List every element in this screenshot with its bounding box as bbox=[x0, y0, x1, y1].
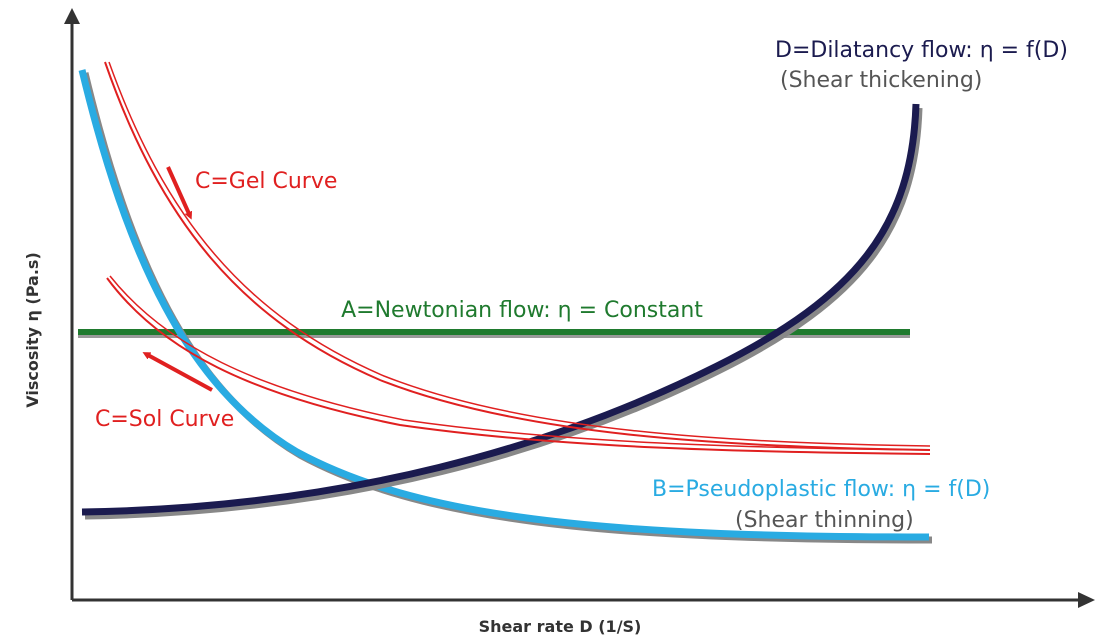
gel-arrow bbox=[166, 166, 193, 220]
sol-curve-inner bbox=[109, 275, 931, 451]
gel-curve-inner bbox=[108, 61, 931, 447]
x-axis-label: Shear rate D (1/S) bbox=[479, 617, 642, 636]
newtonian-label: A=Newtonian flow: η = Constant bbox=[341, 298, 703, 323]
sol-curve bbox=[106, 277, 931, 455]
pseudoplastic-curve bbox=[78, 69, 930, 541]
sol-label: C=Sol Curve bbox=[95, 407, 234, 432]
pseudoplastic-label: B=Pseudoplastic flow: η = f(D) bbox=[652, 477, 990, 502]
gel-label: C=Gel Curve bbox=[195, 169, 337, 194]
pseudoplastic-note: (Shear thinning) bbox=[735, 508, 914, 533]
dilatancy-note: (Shear thickening) bbox=[780, 68, 982, 93]
y-axis-arrow bbox=[64, 8, 80, 24]
dilatancy-curve bbox=[81, 103, 920, 516]
dilatancy-shadow bbox=[84, 107, 923, 520]
x-axis-arrow bbox=[1078, 592, 1095, 608]
dilatancy-label: D=Dilatancy flow: η = f(D) bbox=[775, 38, 1068, 63]
gel-curve bbox=[104, 61, 931, 451]
sol-arrow bbox=[142, 352, 213, 392]
y-axis-label: Viscosity η (Pa.s) bbox=[23, 252, 42, 408]
